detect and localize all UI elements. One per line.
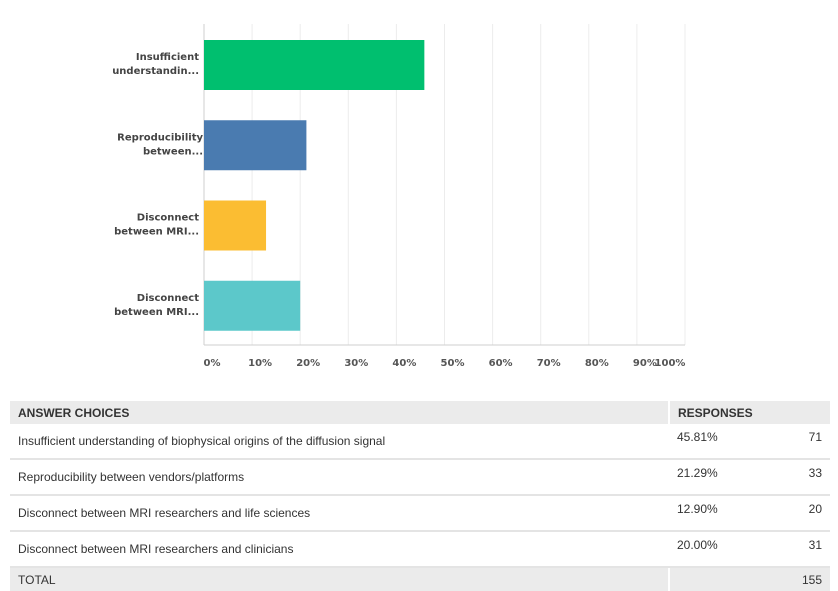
x-tick-label: 40% bbox=[392, 358, 416, 369]
response-percent: 20.00% bbox=[669, 531, 768, 568]
x-tick-label: 30% bbox=[344, 358, 368, 369]
x-tick-label: 80% bbox=[585, 358, 609, 369]
response-percent: 12.90% bbox=[669, 495, 768, 532]
response-percent: 45.81% bbox=[669, 424, 768, 460]
bar bbox=[204, 40, 425, 90]
x-tick-label: 100% bbox=[655, 358, 686, 369]
total-row: TOTAL 155 bbox=[10, 567, 830, 591]
response-percent: 21.29% bbox=[669, 459, 768, 496]
answer-choice: Disconnect between MRI researchers and l… bbox=[10, 495, 669, 532]
table-header-row: ANSWER CHOICES RESPONSES bbox=[10, 401, 830, 424]
table-row: Disconnect between MRI researchers and c… bbox=[10, 531, 830, 568]
total-spacer bbox=[667, 567, 768, 591]
response-count: 33 bbox=[767, 459, 830, 496]
answer-choice: Insufficient understanding of biophysica… bbox=[10, 424, 669, 460]
x-tick-label: 0% bbox=[204, 358, 221, 369]
answer-choices-header: ANSWER CHOICES bbox=[10, 401, 669, 424]
category-label: understandin... bbox=[112, 66, 199, 77]
x-tick-label: 60% bbox=[489, 358, 513, 369]
table-row: Disconnect between MRI researchers and l… bbox=[10, 495, 830, 532]
responses-table: ANSWER CHOICES RESPONSES Insufficient un… bbox=[10, 401, 830, 591]
category-label: Disconnect bbox=[137, 213, 199, 224]
responses-header: RESPONSES bbox=[668, 401, 830, 424]
bar bbox=[204, 280, 301, 331]
response-count: 71 bbox=[767, 424, 830, 460]
category-label: Reproducibility bbox=[117, 132, 203, 143]
total-count: 155 bbox=[767, 567, 830, 591]
x-tick-label: 10% bbox=[248, 358, 272, 369]
x-tick-label: 70% bbox=[537, 358, 561, 369]
category-label: between MRI... bbox=[114, 307, 199, 318]
category-label: Insufficient bbox=[136, 52, 199, 63]
answer-choice: Disconnect between MRI researchers and c… bbox=[10, 531, 669, 568]
category-label: Disconnect bbox=[137, 293, 199, 304]
response-count: 31 bbox=[767, 531, 830, 568]
x-tick-label: 20% bbox=[296, 358, 320, 369]
bar-chart: 0% 10% 20% 30% 40% 50% 60% 70% 80% 90%100% Insuffi… bbox=[112, 24, 686, 369]
table-row: Insufficient understanding of biophysica… bbox=[10, 424, 830, 460]
x-tick-label: 50% bbox=[441, 358, 465, 369]
table-row: Reproducibility between vendors/platform… bbox=[10, 459, 830, 496]
category-label: between MRI... bbox=[114, 227, 199, 238]
bar bbox=[204, 120, 307, 171]
total-label: TOTAL bbox=[10, 567, 669, 591]
bar bbox=[204, 200, 267, 251]
category-label: between... bbox=[143, 146, 203, 157]
x-tick-label: 90% bbox=[633, 358, 657, 369]
answer-choice: Reproducibility between vendors/platform… bbox=[10, 459, 669, 496]
response-count: 20 bbox=[767, 495, 830, 532]
